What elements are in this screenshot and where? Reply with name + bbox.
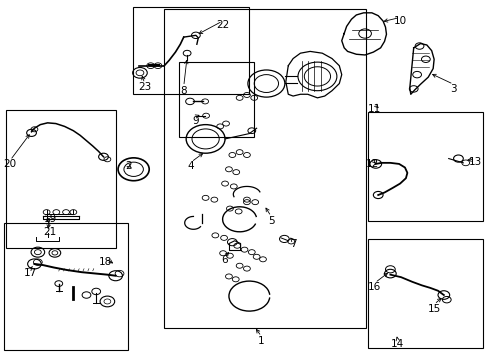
Bar — [4, 223, 127, 350]
Text: 20: 20 — [3, 159, 17, 169]
Text: 7: 7 — [289, 239, 296, 249]
Text: 15: 15 — [427, 303, 440, 314]
Text: 18: 18 — [99, 257, 112, 267]
Text: 14: 14 — [390, 339, 404, 349]
Text: 21: 21 — [43, 227, 57, 237]
Text: 16: 16 — [367, 282, 381, 292]
Bar — [368, 239, 482, 348]
Text: 5: 5 — [267, 216, 274, 226]
Text: 23: 23 — [138, 82, 151, 92]
Text: 19: 19 — [43, 214, 57, 224]
Bar — [179, 62, 254, 137]
Text: 6: 6 — [221, 255, 228, 265]
Text: 2: 2 — [125, 161, 132, 171]
Text: 11: 11 — [367, 104, 381, 113]
Bar — [164, 9, 366, 328]
Bar — [6, 111, 116, 248]
Text: 17: 17 — [24, 268, 37, 278]
Text: 9: 9 — [192, 116, 199, 126]
Text: 4: 4 — [187, 161, 194, 171]
Bar — [132, 7, 249, 94]
Text: 8: 8 — [180, 86, 186, 96]
Text: 22: 22 — [216, 19, 229, 30]
Text: 1: 1 — [258, 337, 264, 346]
Text: 12: 12 — [365, 159, 378, 169]
Bar — [368, 112, 482, 221]
Text: 10: 10 — [393, 16, 406, 26]
Text: 3: 3 — [449, 84, 456, 94]
Text: 13: 13 — [468, 157, 481, 167]
